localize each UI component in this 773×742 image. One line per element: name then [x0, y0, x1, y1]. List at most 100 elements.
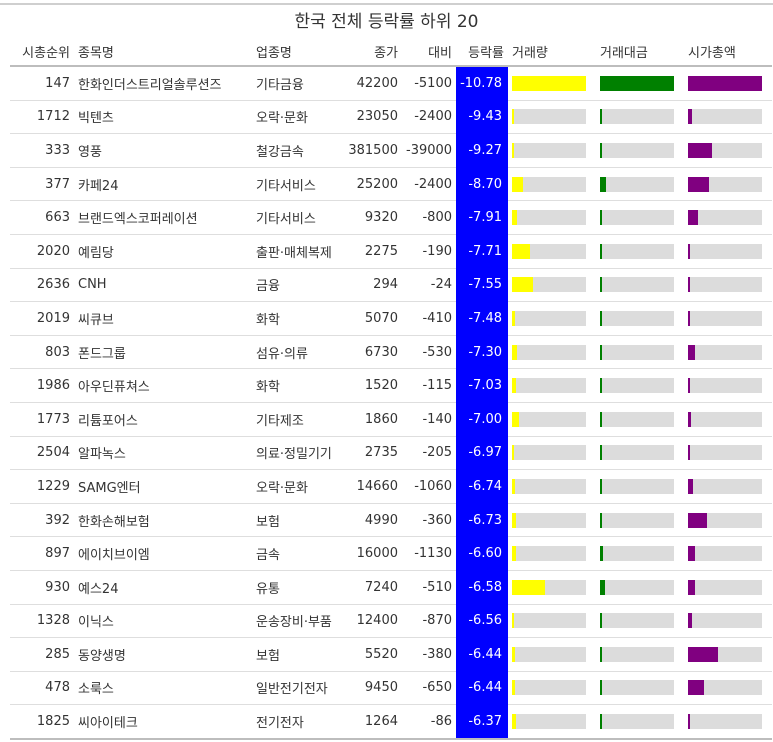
rank-cell: 1328 — [10, 604, 74, 639]
sector-cell: 보험 — [252, 637, 344, 672]
volume-bar-track — [512, 512, 586, 528]
volume-bar-cell — [508, 335, 596, 370]
amount-bar — [600, 75, 674, 91]
volume-bar — [512, 478, 515, 494]
amount-bar-cell — [596, 671, 684, 706]
volume-bar-track — [512, 478, 586, 494]
change-cell: -650 — [402, 671, 456, 706]
amount-bar-cell — [596, 536, 684, 571]
table-row: 2019 씨큐브 화학 5070 -410 -7.48 — [10, 301, 772, 336]
marketcap-bar-track — [688, 546, 762, 562]
marketcap-bar-track — [688, 646, 762, 662]
close-price-cell: 12400 — [344, 604, 402, 639]
table-row: 897 에이치브이엠 금속 16000 -1130 -6.60 — [10, 536, 772, 571]
amount-bar-track — [600, 243, 674, 259]
marketcap-bar-track — [688, 243, 762, 259]
marketcap-bar — [688, 680, 704, 696]
amount-bar-cell — [596, 469, 684, 504]
change-cell: -5100 — [402, 66, 456, 101]
marketcap-bar-cell — [684, 167, 772, 202]
sector-cell: 섬유·의류 — [252, 335, 344, 370]
col-header-rank: 시총순위 — [10, 37, 74, 67]
volume-bar — [512, 512, 516, 528]
change-cell: -115 — [402, 368, 456, 403]
rank-cell: 2019 — [10, 301, 74, 336]
amount-bar-track — [600, 142, 674, 158]
amount-bar-track — [600, 75, 674, 91]
amount-bar — [600, 176, 606, 192]
col-header-change: 대비 — [402, 37, 456, 67]
change-cell: -2400 — [402, 167, 456, 202]
volume-bar-track — [512, 646, 586, 662]
amount-bar — [600, 310, 602, 326]
sector-cell: 화학 — [252, 301, 344, 336]
marketcap-bar — [688, 75, 762, 91]
volume-bar — [512, 344, 518, 360]
stock-name-cell: 한화손해보험 — [74, 503, 252, 538]
sector-cell: 철강금속 — [252, 133, 344, 168]
marketcap-bar-track — [688, 411, 762, 427]
marketcap-bar-cell — [684, 704, 772, 740]
volume-bar-cell — [508, 234, 596, 269]
table-row: 803 폰드그룹 섬유·의류 6730 -530 -7.30 — [10, 335, 772, 370]
marketcap-bar — [688, 277, 690, 293]
amount-bar-track — [600, 714, 674, 730]
amount-bar-cell — [596, 637, 684, 672]
rank-cell: 392 — [10, 503, 74, 538]
change-rate-cell: -6.56 — [456, 604, 508, 639]
marketcap-bar-cell — [684, 234, 772, 269]
volume-bar-cell — [508, 133, 596, 168]
marketcap-bar-cell — [684, 637, 772, 672]
amount-bar — [600, 411, 602, 427]
marketcap-bar-cell — [684, 268, 772, 303]
marketcap-bar-track — [688, 680, 762, 696]
table-row: 377 카페24 기타서비스 25200 -2400 -8.70 — [10, 167, 772, 202]
change-rate-cell: -7.55 — [456, 268, 508, 303]
close-price-cell: 1520 — [344, 368, 402, 403]
col-header-volume: 거래량 — [508, 37, 596, 67]
volume-bar-cell — [508, 570, 596, 605]
amount-bar-track — [600, 176, 674, 192]
close-price-cell: 23050 — [344, 100, 402, 135]
change-cell: -24 — [402, 268, 456, 303]
stock-name-cell: 아우딘퓨쳐스 — [74, 368, 252, 403]
sector-cell: 화학 — [252, 368, 344, 403]
table-row: 1229 SAMG엔터 오락·문화 14660 -1060 -6.74 — [10, 469, 772, 504]
ranking-table: 시총순위 종목명 업종명 종가 대비 등락률 거래량 거래대금 시가총액 147… — [10, 37, 772, 740]
marketcap-bar-track — [688, 176, 762, 192]
sector-cell: 기타서비스 — [252, 200, 344, 235]
marketcap-bar-track — [688, 310, 762, 326]
volume-bar-track — [512, 546, 586, 562]
amount-bar — [600, 210, 603, 226]
volume-bar-track — [512, 109, 586, 125]
volume-bar-track — [512, 142, 586, 158]
amount-bar-cell — [596, 234, 684, 269]
change-rate-cell: -6.74 — [456, 469, 508, 504]
amount-bar-track — [600, 310, 674, 326]
volume-bar-track — [512, 75, 586, 91]
table-row: 147 한화인더스트리얼솔루션즈 기타금융 42200 -5100 -10.78 — [10, 66, 772, 101]
volume-bar-cell — [508, 604, 596, 639]
stock-name-cell: 예림당 — [74, 234, 252, 269]
col-header-amount: 거래대금 — [596, 37, 684, 67]
amount-bar — [600, 344, 602, 360]
table-row: 1328 이닉스 운송장비·부품 12400 -870 -6.56 — [10, 604, 772, 639]
col-header-sector: 업종명 — [252, 37, 344, 67]
col-header-close: 종가 — [344, 37, 402, 67]
amount-bar — [600, 579, 606, 595]
volume-bar-cell — [508, 469, 596, 504]
volume-bar — [512, 176, 524, 192]
volume-bar-cell — [508, 301, 596, 336]
marketcap-bar-track — [688, 75, 762, 91]
rank-cell: 897 — [10, 536, 74, 571]
amount-bar-track — [600, 109, 674, 125]
stock-name-cell: 이닉스 — [74, 604, 252, 639]
volume-bar-cell — [508, 637, 596, 672]
rank-cell: 2636 — [10, 268, 74, 303]
rank-cell: 803 — [10, 335, 74, 370]
volume-bar-track — [512, 579, 586, 595]
amount-bar-cell — [596, 100, 684, 135]
rank-cell: 147 — [10, 66, 74, 101]
volume-bar-track — [512, 277, 586, 293]
amount-bar-cell — [596, 66, 684, 101]
